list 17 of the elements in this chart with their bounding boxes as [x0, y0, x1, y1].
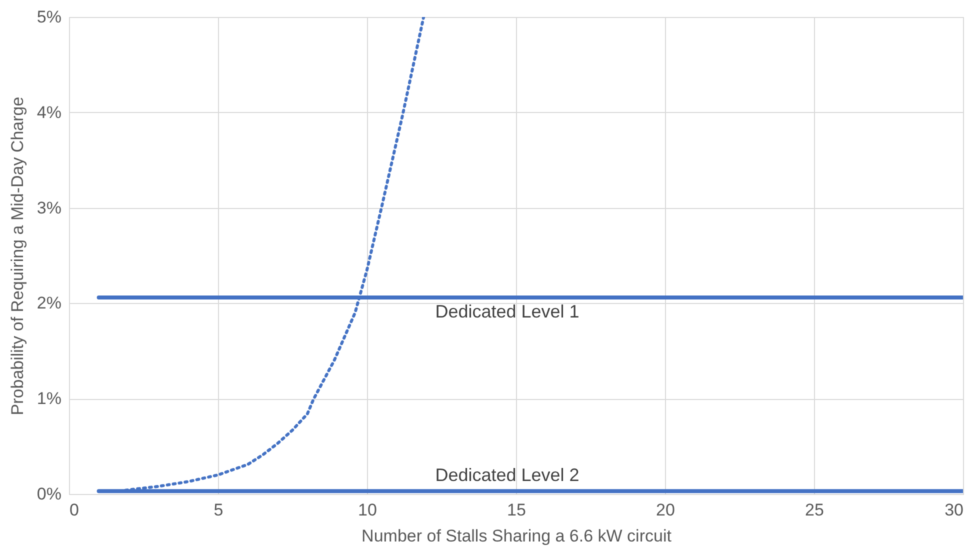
y-tick-label: 5%: [36, 8, 62, 26]
x-tick-label: 0: [70, 500, 79, 520]
y-tick-label: 0%: [36, 484, 62, 504]
y-tick-label: 4%: [36, 102, 62, 122]
x-tick-label: 25: [805, 500, 824, 520]
x-tick-label: 15: [507, 500, 526, 520]
y-tick-label: 2%: [36, 294, 62, 313]
x-axis-title: Number of Stalls Sharing a 6.6 kW circuit: [362, 526, 672, 546]
y-tick-label: 1%: [36, 389, 62, 408]
y-axis-title: Probability of Requiring a Mid-Day Charge: [8, 96, 27, 416]
x-tick-label: 30: [944, 500, 964, 520]
x-tick-label: 5: [214, 500, 224, 520]
series-label: Dedicated Level 2: [435, 465, 580, 486]
y-tick-label: 3%: [36, 198, 62, 218]
x-tick-label: 20: [656, 500, 675, 520]
series-label: Dedicated Level 1: [435, 301, 580, 322]
x-tick-label: 10: [358, 500, 377, 520]
